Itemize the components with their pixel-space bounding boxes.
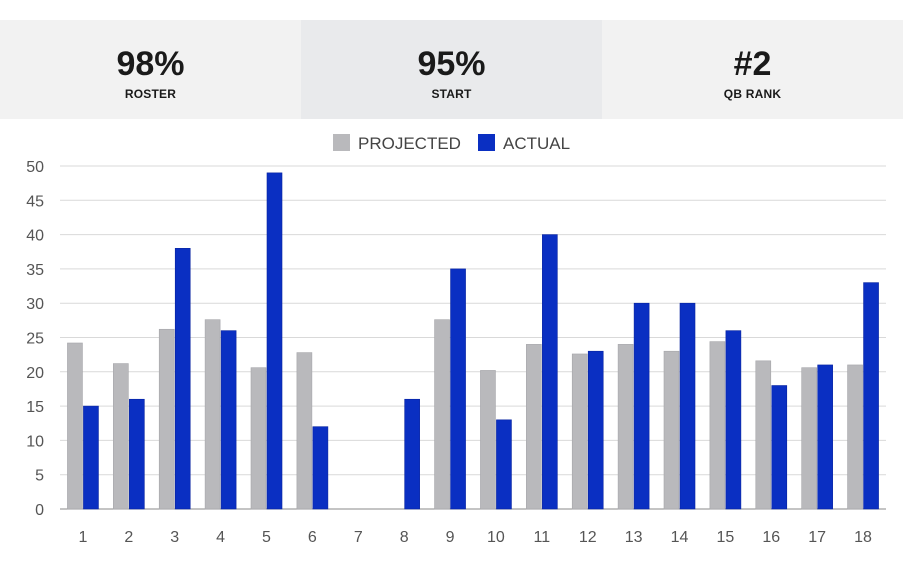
bar-projected xyxy=(113,363,129,510)
bar-projected xyxy=(617,344,634,510)
x-tick-label: 16 xyxy=(762,529,780,546)
bar-actual xyxy=(312,426,329,510)
bar-projected xyxy=(434,319,450,510)
bar-projected xyxy=(663,350,680,510)
stats-bar: 98% ROSTER 95% START #2 QB RANK xyxy=(0,20,903,119)
roster-label: ROSTER xyxy=(124,86,177,101)
y-tick-label: 0 xyxy=(35,502,44,519)
x-tick-label: 9 xyxy=(446,529,455,546)
x-tick-label: 17 xyxy=(808,529,826,546)
bar-projected xyxy=(755,360,772,510)
bar-actual xyxy=(771,385,788,510)
qb-rank-value: #2 xyxy=(733,44,772,83)
x-tick-label: 8 xyxy=(400,529,409,546)
bar-actual xyxy=(725,330,742,510)
bar-actual xyxy=(863,282,879,510)
bar-actual xyxy=(496,419,512,510)
x-tick-label: 5 xyxy=(262,529,271,546)
x-tick-label: 12 xyxy=(579,529,597,546)
bar-projected xyxy=(204,319,221,510)
bar-actual xyxy=(542,234,558,510)
start-label: START xyxy=(431,86,472,101)
bar-actual xyxy=(633,302,650,510)
x-tick-label: 3 xyxy=(170,529,179,546)
y-tick-label: 30 xyxy=(26,296,44,313)
qb-rank-label: QB RANK xyxy=(723,86,782,101)
bar-projected xyxy=(480,370,496,510)
qb-rank-stat: #2 QB RANK xyxy=(602,20,903,119)
x-tick-label: 6 xyxy=(308,529,317,546)
x-tick-label: 10 xyxy=(487,529,505,546)
legend-swatch xyxy=(478,134,495,151)
start-value: 95% xyxy=(417,44,486,83)
bar-projected xyxy=(67,342,83,510)
bar-actual xyxy=(817,364,833,510)
roster-stat: 98% ROSTER xyxy=(0,20,301,119)
legend-swatch xyxy=(333,134,350,151)
bar-projected xyxy=(571,353,588,510)
bar-actual xyxy=(129,398,145,510)
y-tick-label: 20 xyxy=(26,365,44,382)
y-tick-label: 50 xyxy=(26,159,44,176)
bar-actual xyxy=(587,350,604,510)
x-tick-label: 11 xyxy=(534,529,551,546)
bar-projected xyxy=(709,341,726,510)
x-tick-label: 7 xyxy=(354,529,363,546)
bar-projected xyxy=(801,367,817,510)
x-tick-label: 4 xyxy=(216,529,225,546)
y-tick-label: 5 xyxy=(35,468,44,485)
bar-projected xyxy=(526,344,542,510)
roster-value: 98% xyxy=(116,44,185,83)
bar-actual xyxy=(220,330,237,510)
legend-label: PROJECTED xyxy=(358,134,461,153)
bar-actual xyxy=(174,248,191,510)
y-tick-label: 40 xyxy=(26,228,44,245)
x-tick-label: 2 xyxy=(124,529,133,546)
bar-projected xyxy=(847,364,863,510)
x-tick-label: 18 xyxy=(854,529,872,546)
y-tick-label: 45 xyxy=(26,193,44,210)
bar-projected xyxy=(296,352,313,510)
x-tick-label: 1 xyxy=(78,529,87,546)
x-tick-label: 15 xyxy=(716,529,734,546)
y-tick-label: 35 xyxy=(26,262,44,279)
y-tick-label: 15 xyxy=(26,399,44,416)
bar-actual xyxy=(266,172,283,510)
y-tick-label: 25 xyxy=(26,331,44,348)
bar-actual xyxy=(404,398,420,510)
start-stat: 95% START xyxy=(301,20,602,119)
bar-projected xyxy=(250,367,267,510)
bar-actual xyxy=(679,302,696,510)
bar-projected xyxy=(158,328,175,510)
bar-actual xyxy=(450,268,466,510)
y-tick-label: 10 xyxy=(26,433,44,450)
bar-actual xyxy=(83,405,99,510)
legend-label: ACTUAL xyxy=(503,134,570,153)
x-tick-label: 13 xyxy=(625,529,643,546)
x-tick-label: 14 xyxy=(671,529,689,546)
